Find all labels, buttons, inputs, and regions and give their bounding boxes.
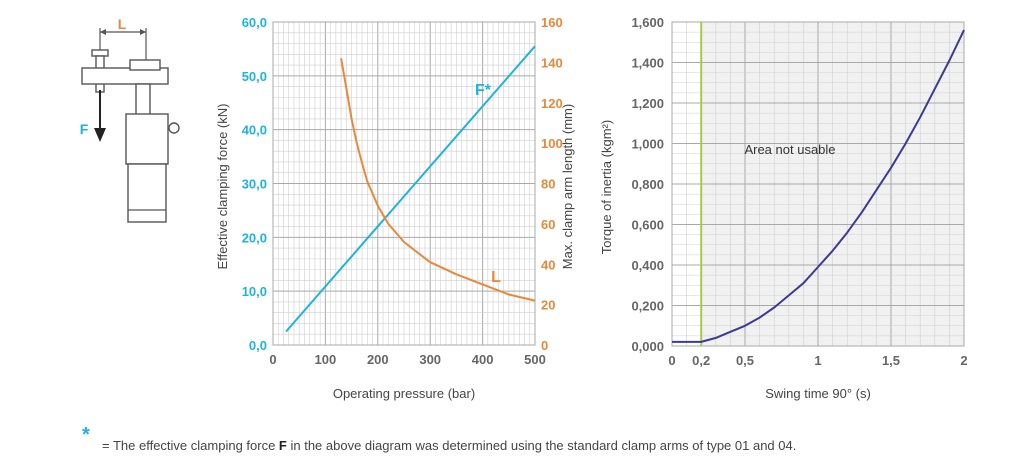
right-tick-label: 160 — [541, 15, 563, 30]
force-arm-length-chart: 0,0 10,0 20,0 30,0 40,0 50,0 60,0 0 20 40 60 80 100 1… — [215, 15, 575, 401]
right-tick-label: 140 — [541, 55, 563, 70]
footnote: * = The effective clamping force F in th… — [82, 424, 1012, 454]
footnote-marker: * — [82, 424, 90, 446]
x-tick-label: 1 — [814, 353, 821, 368]
left-tick-label: 20,0 — [242, 230, 267, 245]
series-line-arm-length — [340, 58, 536, 302]
chart1-grid — [272, 21, 536, 346]
x-tick-label: 1,5 — [882, 353, 900, 368]
right-axis-title: Max. clamp arm length (mm) — [560, 104, 575, 269]
bolt-head — [91, 49, 109, 57]
x-axis-title: Swing time 90° (s) — [765, 386, 871, 401]
y-tick-label: 1,200 — [631, 96, 664, 111]
footnote-text-after: in the above diagram was determined usin… — [286, 438, 797, 453]
torque-swing-time-chart: 0,000 0,200 0,400 0,600 0,800 1,000 1,200 1,400… — [599, 15, 968, 401]
x-tick-label: 2 — [960, 353, 967, 368]
force-label: F — [80, 121, 89, 137]
right-tick-label: 0 — [541, 338, 548, 353]
cylinder-body — [127, 163, 167, 223]
footnote-text: = The effective clamping force F in the … — [102, 438, 796, 453]
dimension-label: L — [118, 16, 127, 32]
cylinder-flange — [125, 113, 169, 165]
footnote-bold: F — [278, 438, 287, 453]
plot-frame — [671, 21, 965, 347]
right-tick-label: 20 — [541, 298, 555, 313]
right-tick-label: 80 — [541, 177, 555, 192]
y-tick-label: 0,600 — [631, 218, 664, 233]
x-tick-label: 400 — [472, 352, 494, 367]
series-line-clamping-force — [285, 45, 536, 333]
mounting-screw — [168, 122, 180, 134]
clamp-arm — [81, 67, 169, 85]
y-tick-label: 0,200 — [631, 299, 664, 314]
right-tick-label: 60 — [541, 217, 555, 232]
x-axis-title: Operating pressure (bar) — [333, 386, 475, 401]
series-line-torque — [672, 29, 965, 343]
right-tick-label: 100 — [541, 136, 563, 151]
y-tick-label: 1,600 — [631, 15, 664, 30]
left-tick-label: 60,0 — [242, 15, 267, 30]
series-label-clamping-force: F* — [475, 82, 492, 99]
arm-nut — [129, 59, 161, 71]
y-axis-title: Torque of inertia (kgm²) — [599, 120, 614, 254]
footnote-text-before: = The effective clamping force — [102, 438, 279, 453]
plot-frame — [272, 21, 536, 346]
y-tick-label: 0,000 — [631, 339, 664, 354]
left-tick-label: 10,0 — [242, 284, 267, 299]
chart2-grid — [671, 21, 965, 347]
x-tick-label: 300 — [419, 352, 441, 367]
x-tick-label: 0 — [668, 353, 675, 368]
clamp-sketch: LF — [80, 16, 180, 223]
y-tick-label: 1,000 — [631, 137, 664, 152]
left-tick-label: 30,0 — [242, 177, 267, 192]
y-tick-label: 0,800 — [631, 177, 664, 192]
area-not-usable-label: Area not usable — [744, 142, 835, 157]
y-tick-label: 0,400 — [631, 258, 664, 273]
left-tick-label: 50,0 — [242, 69, 267, 84]
force-arrow-head — [94, 128, 106, 142]
y-tick-label: 1,400 — [631, 56, 664, 71]
x-tick-label: 0 — [269, 352, 276, 367]
x-tick-label: 0,5 — [736, 353, 754, 368]
right-tick-label: 40 — [541, 257, 555, 272]
right-tick-label: 120 — [541, 96, 563, 111]
x-tick-label: 0,2 — [692, 353, 710, 368]
x-tick-label: 500 — [524, 352, 546, 367]
left-axis-title: Effective clamping force (kN) — [215, 104, 230, 270]
x-tick-label: 100 — [315, 352, 337, 367]
left-tick-label: 0,0 — [249, 338, 267, 353]
series-label-arm-length: L — [491, 269, 501, 286]
x-tick-label: 200 — [367, 352, 389, 367]
left-tick-label: 40,0 — [242, 123, 267, 138]
